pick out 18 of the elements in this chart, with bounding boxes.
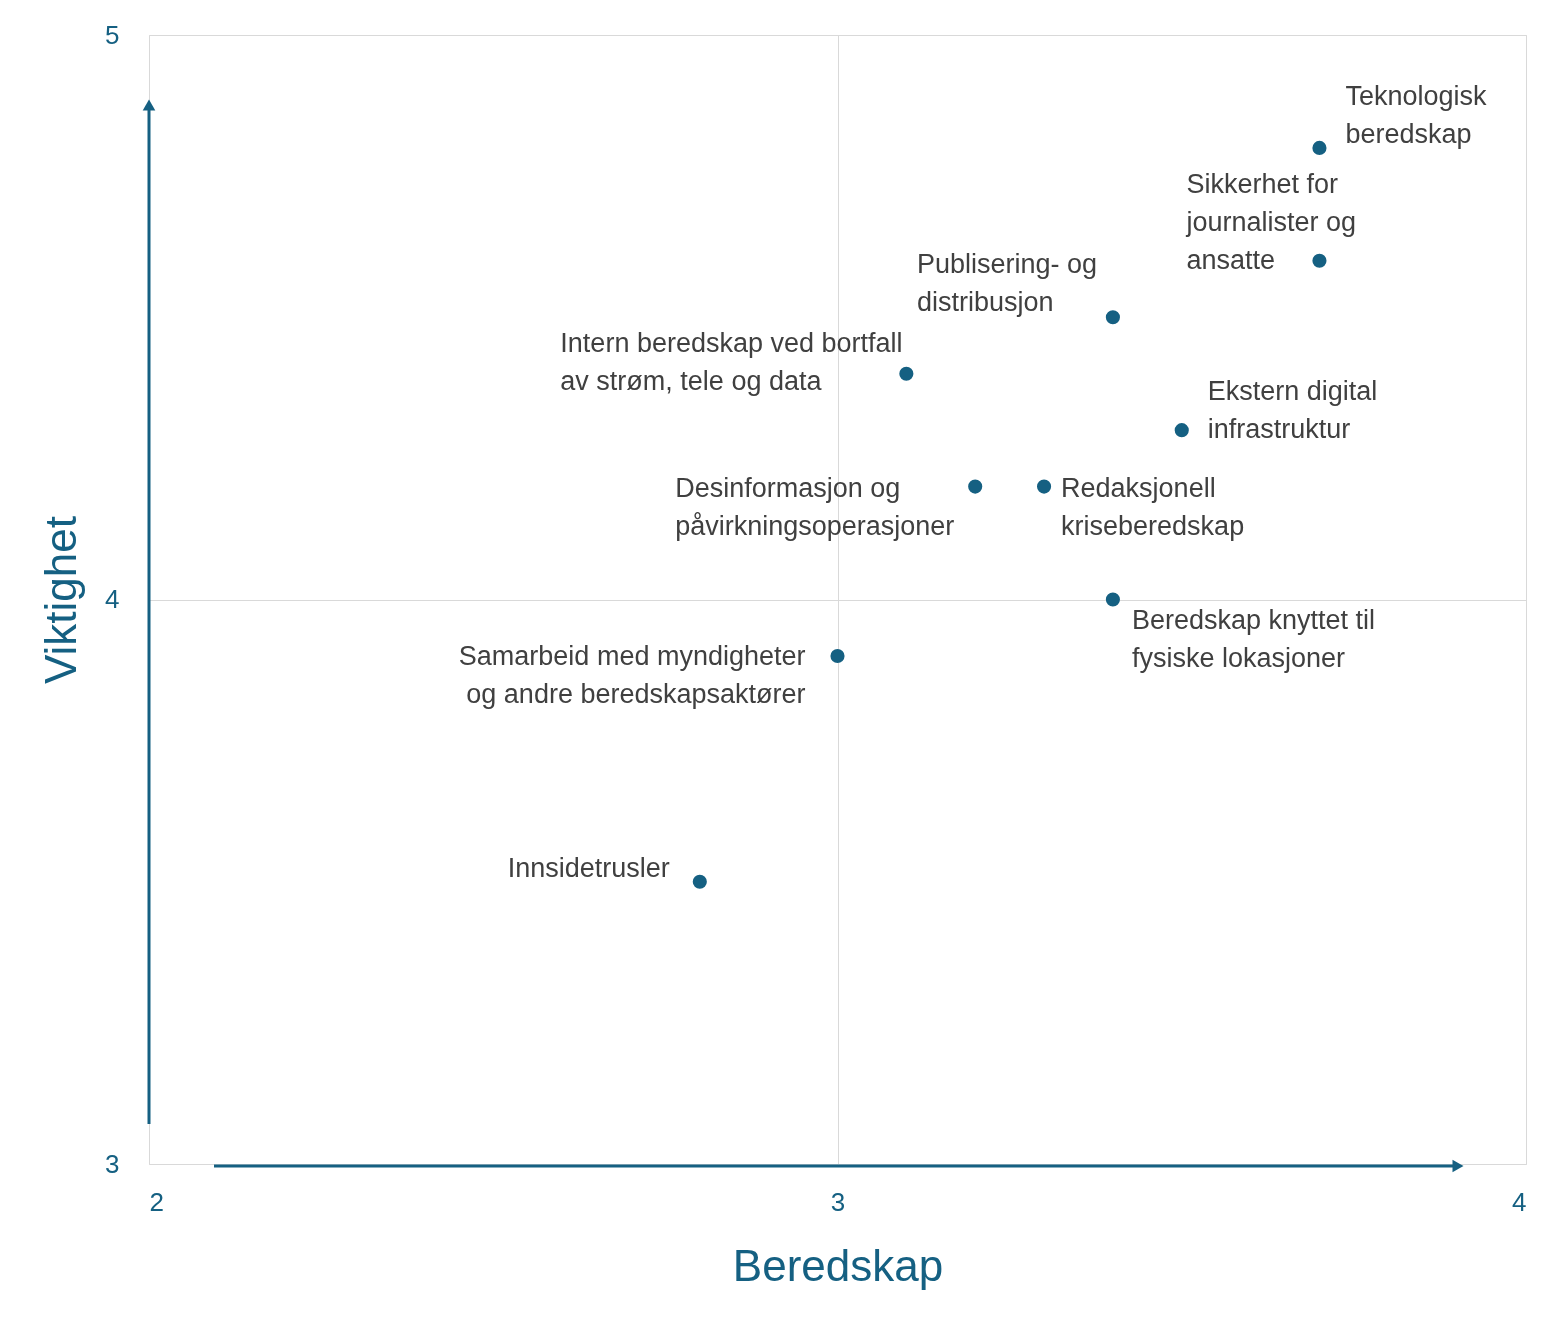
annotation: Ekstern digital infrastruktur: [1207, 376, 1378, 445]
annotation: Innsidetrusler: [507, 852, 670, 883]
x-tick-label: 3: [830, 1186, 846, 1217]
x-axis-title: Beredskap: [732, 1240, 944, 1290]
y-tick-label: 5: [105, 19, 120, 50]
annotation: Desinformasjon og påvirkningsoperasjoner: [675, 472, 955, 541]
annotation: Samarbeid med myndigheter og andre beredskapsaktører: [458, 640, 806, 709]
annotation: Publisering- og distribusjon: [916, 249, 1098, 318]
y-tick-label: 3: [105, 1148, 120, 1179]
annotation: Sikkerhet for journalister og ansatte: [1185, 168, 1357, 275]
x-tick-label: 4: [1512, 1186, 1527, 1217]
y-tick-label: 4: [105, 584, 120, 614]
y-axis-title: Viktighet: [36, 516, 86, 684]
annotation: Beredskap knyttet til fysiske lokasjoner: [1131, 604, 1376, 673]
annotation: Intern beredskap ved bortfall av strøm, tele og data: [560, 327, 903, 396]
x-tick-label: 2: [149, 1186, 164, 1217]
annotation: Teknologisk beredskap: [1345, 80, 1488, 149]
annotation: Redaksjonell kriseberedskap: [1061, 472, 1245, 541]
